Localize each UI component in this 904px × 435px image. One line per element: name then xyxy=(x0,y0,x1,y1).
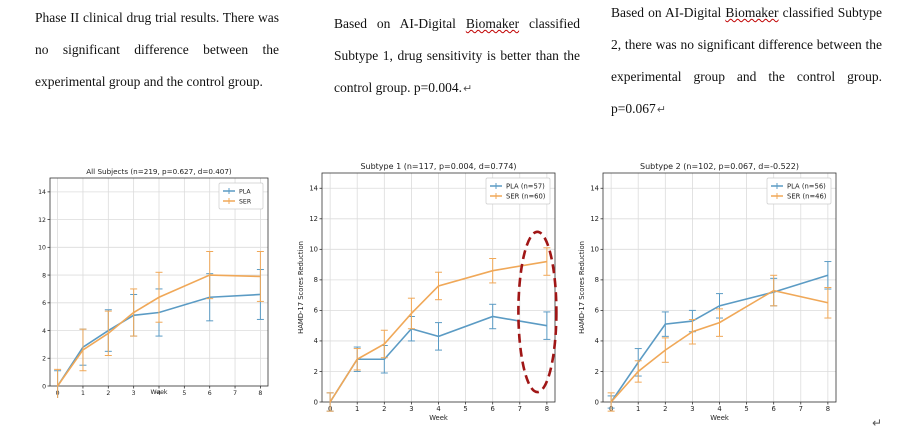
x-tick-label: 1 xyxy=(636,405,640,413)
paragraph-return-icon: ↵ xyxy=(656,103,666,116)
y-tick-label: 12 xyxy=(309,215,318,223)
x-tick-label: 2 xyxy=(663,405,667,413)
y-tick-label: 0 xyxy=(42,383,46,390)
legend-label: PLA (n=56) xyxy=(787,182,826,190)
y-tick-label: 2 xyxy=(42,356,46,363)
x-tick-label: 3 xyxy=(409,405,413,413)
y-tick-label: 14 xyxy=(590,185,599,193)
caption-text: Phase II clinical drug trial results. Th… xyxy=(35,10,279,89)
x-tick-label: 7 xyxy=(233,390,237,397)
y-tick-label: 6 xyxy=(595,307,599,315)
x-tick-label: 4 xyxy=(157,390,161,397)
y-tick-label: 2 xyxy=(314,368,318,376)
x-tick-label: 3 xyxy=(690,405,694,413)
end-paragraph-icon: ↵ xyxy=(872,416,883,430)
caption-text-start: Based on AI-Digital xyxy=(611,5,726,20)
caption-subtype-2: Based on AI-Digital Biomaker classified … xyxy=(611,0,882,126)
x-tick-label: 7 xyxy=(799,405,803,413)
x-tick-label: 5 xyxy=(463,405,467,413)
chart-title: Subtype 2 (n=102, p=0.067, d=-0.522) xyxy=(640,162,799,171)
chart-title: All Subjects (n=219, p=0.627, d=0.407) xyxy=(86,167,232,176)
x-tick-label: 5 xyxy=(182,390,186,397)
x-tick-label: 2 xyxy=(382,405,386,413)
y-tick-label: 10 xyxy=(309,246,318,254)
x-tick-label: 4 xyxy=(436,405,440,413)
legend-label: SER (n=46) xyxy=(787,192,827,200)
x-tick-label: 1 xyxy=(355,405,359,413)
caption-all-subjects: Phase II clinical drug trial results. Th… xyxy=(35,2,279,98)
x-axis-label: Week xyxy=(429,414,448,422)
y-tick-label: 2 xyxy=(595,368,599,376)
caption-text-start: Based on AI-Digital xyxy=(334,16,466,31)
legend-box xyxy=(766,177,832,205)
x-tick-label: 4 xyxy=(717,405,721,413)
x-axis-label: Week xyxy=(151,389,168,396)
y-tick-label: 14 xyxy=(309,185,318,193)
caption-text-end: classified Subtype 1, drug sensitivity i… xyxy=(334,16,581,95)
spellcheck-word: Biomaker xyxy=(725,5,779,20)
spellcheck-word: Biomaker xyxy=(465,16,520,31)
y-tick-label: 10 xyxy=(590,246,599,254)
y-tick-label: 6 xyxy=(42,300,46,307)
legend-label: PLA (n=57) xyxy=(506,182,545,190)
caption-text-end: classified Subtype 2, there was no signi… xyxy=(611,5,883,116)
x-tick-label: 6 xyxy=(772,405,776,413)
y-tick-label: 4 xyxy=(314,337,318,345)
x-tick-label: 8 xyxy=(258,390,262,397)
legend-label: SER (n=60) xyxy=(506,192,546,200)
x-tick-label: 7 xyxy=(518,405,522,413)
y-tick-label: 12 xyxy=(590,215,599,223)
legend-box xyxy=(485,177,551,205)
y-tick-label: 8 xyxy=(314,276,318,284)
chart-subtype-1: 01234567802468101214Subtype 1 (n=117, p=… xyxy=(297,162,558,422)
x-tick-label: 5 xyxy=(744,405,748,413)
x-tick-label: 8 xyxy=(545,405,549,413)
legend-label: SER xyxy=(239,198,252,205)
x-tick-label: 2 xyxy=(106,390,110,397)
y-tick-label: 8 xyxy=(42,272,46,279)
y-tick-label: 4 xyxy=(595,337,599,345)
chart-subtype-2: 01234567802468101214Subtype 2 (n=102, p=… xyxy=(578,162,837,422)
x-tick-label: 1 xyxy=(81,390,85,397)
x-axis-label: Week xyxy=(710,414,729,422)
chart-title: Subtype 1 (n=117, p=0.004, d=0.774) xyxy=(360,162,516,171)
y-axis-label: HAMD-17 Scores Reduction xyxy=(578,241,586,334)
highlight-ellipse xyxy=(517,230,558,394)
y-tick-label: 10 xyxy=(38,245,46,252)
x-tick-label: 6 xyxy=(208,390,212,397)
y-tick-label: 0 xyxy=(595,398,599,406)
paragraph-return-icon: ↵ xyxy=(462,82,473,95)
legend-box xyxy=(218,182,264,210)
y-tick-label: 4 xyxy=(42,328,46,335)
y-tick-label: 14 xyxy=(38,189,46,196)
x-tick-label: 6 xyxy=(491,405,495,413)
y-tick-label: 8 xyxy=(595,276,599,284)
y-tick-label: 12 xyxy=(38,217,46,224)
x-tick-label: 8 xyxy=(826,405,830,413)
caption-subtype-1: Based on AI-Digital Biomaker classified … xyxy=(334,8,580,105)
y-tick-label: 0 xyxy=(314,398,318,406)
y-tick-label: 6 xyxy=(314,307,318,315)
x-tick-label: 3 xyxy=(132,390,136,397)
y-axis-label: HAMD-17 Scores Reduction xyxy=(297,241,305,334)
legend-label: PLA xyxy=(239,188,251,195)
chart-all-subjects: 01234567802468101214All Subjects (n=219,… xyxy=(38,167,269,398)
